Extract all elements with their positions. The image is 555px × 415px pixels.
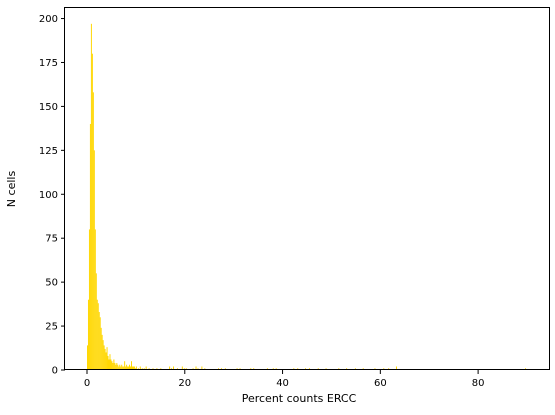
histogram-bar <box>100 327 102 370</box>
histogram-bar <box>105 352 107 370</box>
histogram-bar <box>92 92 94 370</box>
histogram-bar <box>123 366 125 370</box>
y-tick-label: 100 <box>39 190 58 201</box>
x-tick-label: 60 <box>374 378 387 389</box>
histogram-bar <box>113 359 115 370</box>
histogram-bar <box>98 312 100 370</box>
histogram-bar <box>195 366 197 370</box>
histogram-bar <box>97 303 99 370</box>
histogram-bar <box>95 273 97 370</box>
histogram-bar <box>114 362 116 370</box>
histogram-bar <box>106 347 108 370</box>
y-tick-label: 25 <box>45 322 58 333</box>
histogram-bar <box>121 364 123 370</box>
x-tick-label: 80 <box>472 378 485 389</box>
histogram-bar <box>115 364 117 370</box>
histogram-bar <box>99 317 101 370</box>
histogram-bar <box>201 366 203 370</box>
histogram-bar <box>122 366 124 370</box>
histogram-bar <box>108 359 110 370</box>
histogram-bar <box>173 366 175 370</box>
x-axis-label: Percent counts ERCC <box>242 392 357 405</box>
histogram-bar <box>101 334 103 370</box>
x-axis-ticks: 0 20 40 60 80 <box>84 370 485 389</box>
histogram-bar <box>91 53 93 370</box>
y-tick-label: 50 <box>45 278 58 289</box>
y-tick-label: 125 <box>39 146 58 157</box>
histogram-bar <box>94 229 96 370</box>
histogram-bar <box>116 362 118 370</box>
histogram-bar <box>89 123 91 370</box>
histogram-bar <box>119 364 121 370</box>
histogram-bar <box>120 366 122 370</box>
histogram-bar <box>128 366 130 370</box>
histogram-bar <box>135 366 137 370</box>
histogram-bar <box>181 366 183 370</box>
histogram-bar <box>169 366 171 370</box>
histogram-bar <box>87 299 89 370</box>
histogram-bar <box>87 345 88 370</box>
y-tick-label: 175 <box>39 58 58 69</box>
histogram-bar <box>96 299 98 370</box>
histogram-bar <box>139 366 141 370</box>
histogram-bar <box>109 354 111 370</box>
histogram-bar <box>93 150 95 370</box>
histogram-bar <box>145 366 147 370</box>
histogram-bar <box>125 366 127 370</box>
histogram-bar <box>126 364 128 370</box>
y-tick-label: 0 <box>52 366 58 377</box>
histogram-bar <box>102 340 104 370</box>
histogram-bar <box>129 364 131 370</box>
histogram-bar <box>110 359 112 370</box>
histogram-bar <box>127 366 129 370</box>
histogram-bar <box>112 362 114 370</box>
histogram-bar <box>131 366 133 370</box>
bars-layer <box>87 23 527 370</box>
y-tick-label: 75 <box>45 234 58 245</box>
histogram-bar <box>118 366 120 370</box>
y-tick-label: 150 <box>39 102 58 113</box>
histogram-bar <box>107 355 109 370</box>
histogram-bar <box>132 366 134 370</box>
histogram-bar <box>130 366 131 370</box>
histogram-bar <box>395 366 397 370</box>
histogram-bar <box>90 23 92 370</box>
x-tick-label: 20 <box>178 378 191 389</box>
x-tick-label: 40 <box>276 378 289 389</box>
histogram-bar <box>88 229 90 370</box>
y-axis-ticks: 0 25 50 75 100 125 150 175 200 <box>39 14 65 377</box>
x-tick-label: 0 <box>84 378 90 389</box>
histogram-bar <box>103 345 105 370</box>
plot-frame <box>64 7 550 370</box>
y-tick-label: 200 <box>39 14 58 25</box>
histogram-bar <box>104 348 106 370</box>
histogram-bar <box>131 361 132 370</box>
y-axis-label: N cells <box>5 171 18 208</box>
histogram-bar <box>124 361 126 370</box>
histogram-bar <box>111 361 113 370</box>
histogram-bar <box>117 364 119 370</box>
histogram-bar <box>133 366 135 370</box>
